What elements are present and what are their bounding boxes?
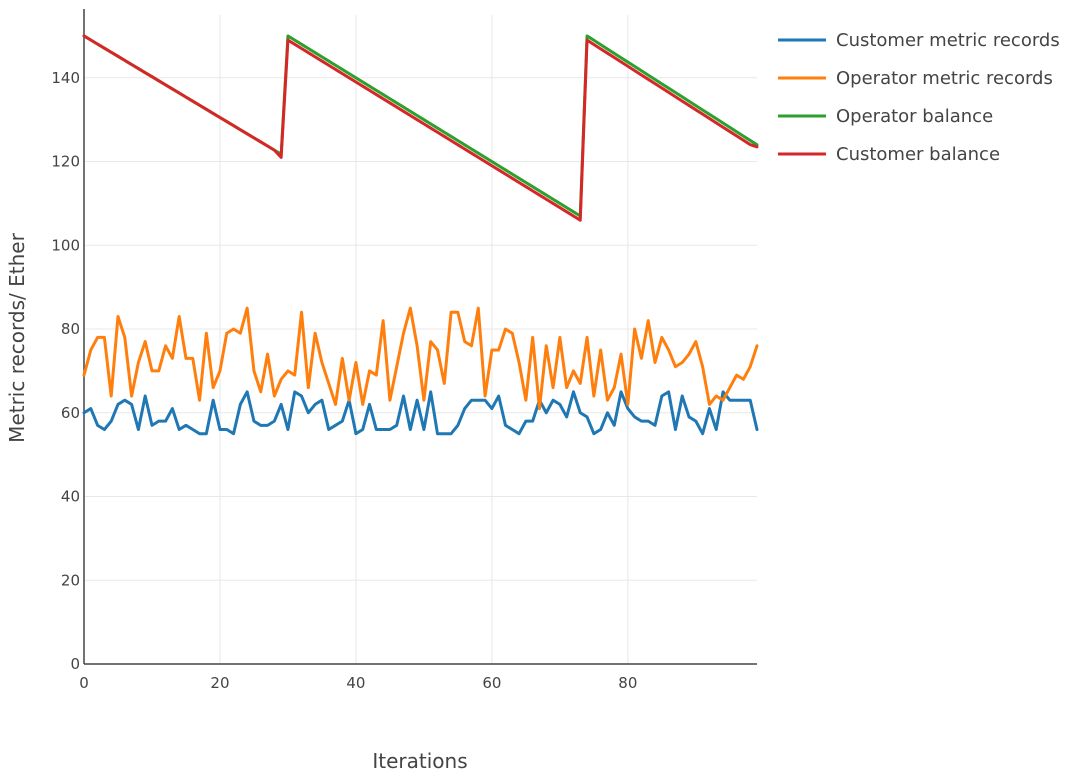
y-tick-label: 20 [61, 571, 80, 589]
legend-label: Customer metric records [836, 30, 1060, 51]
y-tick-label: 120 [51, 153, 80, 171]
legend-item-customer-balance[interactable]: Customer balance [778, 144, 1000, 165]
legend-item-customer-metric-records[interactable]: Customer metric records [778, 30, 1060, 51]
x-tick-label: 60 [482, 674, 501, 692]
y-tick-label: 0 [70, 655, 80, 673]
series-line-operator-metric-records [82, 306, 759, 411]
x-tick-label: 40 [346, 674, 365, 692]
series-line-customer-balance [82, 34, 759, 222]
y-tick-label: 80 [61, 320, 80, 338]
legend-label: Operator metric records [836, 68, 1053, 89]
y-tick-label: 40 [61, 488, 80, 506]
legend-label: Customer balance [836, 144, 1000, 165]
x-tick-label: 20 [210, 674, 229, 692]
legend-item-operator-metric-records[interactable]: Operator metric records [778, 68, 1053, 89]
legend-item-operator-balance[interactable]: Operator balance [778, 106, 993, 127]
series-line-customer-metric-records [82, 390, 759, 436]
x-tick-label: 80 [618, 674, 637, 692]
y-axis-title: Metric records/ Ether [5, 232, 29, 442]
series-group [82, 34, 759, 436]
series-line-operator-balance [82, 34, 759, 218]
y-tick-label: 60 [61, 404, 80, 422]
grid [84, 15, 757, 664]
x-axis-title: Iterations [372, 749, 467, 773]
axes: 0 20 40 60 80 100 120 140 0 20 40 60 80 [51, 9, 757, 692]
y-tick-label: 100 [51, 236, 80, 254]
x-tick-label: 0 [79, 674, 89, 692]
legend-label: Operator balance [836, 106, 993, 127]
y-tick-label: 140 [51, 69, 80, 87]
legend[interactable]: Customer metric records Operator metric r… [778, 30, 1060, 165]
